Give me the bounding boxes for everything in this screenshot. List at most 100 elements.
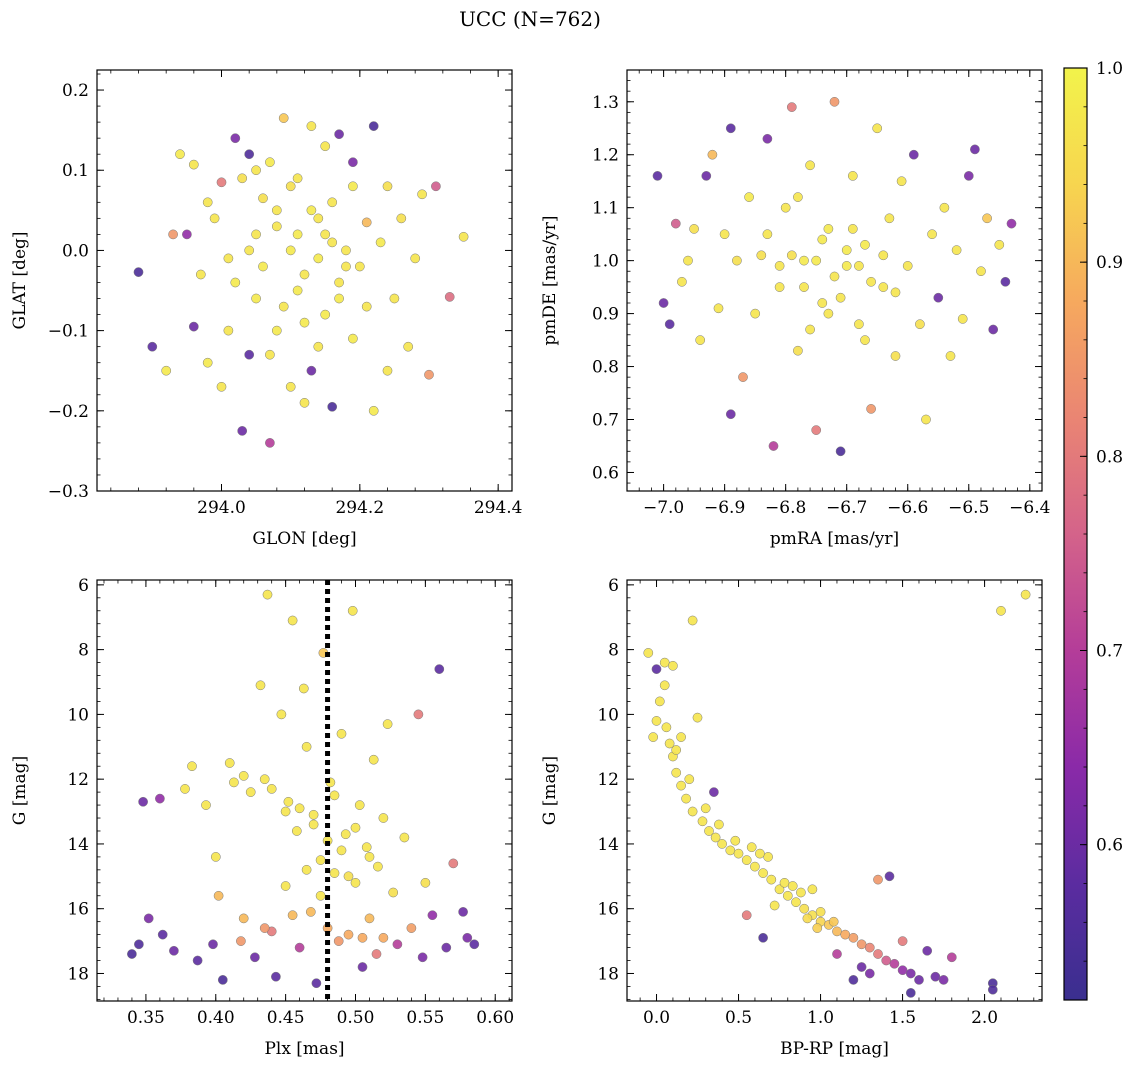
data-point	[799, 255, 809, 266]
data-point	[755, 848, 765, 859]
data-point	[313, 341, 324, 352]
data-point	[860, 239, 870, 250]
data-point	[681, 793, 691, 804]
data-point	[915, 319, 925, 330]
data-point	[922, 945, 933, 956]
data-point	[659, 680, 670, 691]
data-point	[294, 942, 305, 953]
data-point	[670, 218, 681, 229]
data-point	[357, 962, 368, 972]
data-point	[431, 181, 441, 192]
data-point	[762, 229, 773, 240]
scatter-points	[652, 96, 1017, 457]
data-point	[305, 907, 316, 917]
data-point	[741, 855, 752, 865]
data-point	[896, 176, 907, 187]
data-point	[805, 324, 815, 335]
data-point	[643, 648, 654, 658]
data-point	[823, 308, 834, 319]
data-point	[262, 589, 273, 600]
data-point	[676, 780, 686, 791]
data-point	[914, 975, 924, 985]
data-point	[315, 855, 326, 865]
y-tick-label: 0.9	[592, 305, 619, 325]
data-point	[187, 761, 197, 772]
data-point	[661, 722, 672, 733]
data-point	[651, 716, 662, 726]
data-point	[306, 205, 317, 216]
data-point	[730, 835, 741, 846]
colorbar-tick-label: 1.0	[1096, 59, 1123, 79]
data-point	[714, 819, 724, 830]
data-point	[138, 796, 148, 807]
data-point	[368, 754, 379, 765]
data-point	[292, 229, 303, 240]
data-point	[462, 932, 473, 943]
data-point	[654, 696, 665, 707]
data-point	[939, 202, 950, 213]
y-tick-label: 0.2	[62, 81, 89, 101]
data-point	[251, 293, 261, 304]
data-point	[392, 939, 403, 950]
data-point	[823, 224, 834, 234]
data-point	[406, 923, 417, 933]
data-point	[424, 369, 434, 380]
data-point	[758, 932, 768, 943]
data-point	[864, 942, 875, 953]
data-point	[285, 245, 296, 256]
y-tick-label: 0.6	[592, 463, 619, 483]
panel-bprp-g: 0.0 0.5 1.0 1.5 2.0 6 8 10 12 14 16 18 BP-RP [mag] G …	[540, 576, 1043, 1059]
data-point	[469, 939, 480, 950]
data-point	[832, 926, 842, 937]
data-point	[238, 771, 249, 781]
data-point	[168, 229, 178, 240]
data-point	[946, 952, 957, 963]
colorbar-tick-label: 0.9	[1096, 253, 1123, 273]
x-tick-label: 0.55	[406, 1008, 444, 1028]
data-point	[835, 446, 846, 457]
data-point	[847, 171, 858, 181]
data-point	[327, 401, 338, 412]
data-point	[780, 202, 791, 213]
data-point	[389, 293, 400, 304]
data-point	[756, 250, 767, 261]
data-point	[413, 709, 424, 720]
data-point	[201, 800, 211, 810]
data-point	[704, 826, 714, 836]
y-tick-label: 10	[67, 705, 89, 725]
data-point	[744, 192, 754, 202]
data-point	[299, 397, 310, 408]
data-point	[216, 177, 227, 188]
y-tick-label: 14	[597, 835, 619, 855]
data-point	[700, 803, 711, 814]
data-point	[308, 819, 319, 830]
data-point	[306, 121, 317, 131]
data-point	[725, 409, 736, 420]
data-point	[259, 923, 270, 933]
data-point	[348, 181, 358, 192]
data-point	[671, 767, 682, 778]
axes-frame	[96, 69, 513, 492]
colorbar-tick-label: 0.8	[1096, 447, 1123, 467]
data-point	[334, 129, 344, 140]
data-point	[216, 381, 227, 392]
data-point	[994, 239, 1005, 250]
data-point	[840, 929, 851, 940]
data-point	[732, 255, 742, 266]
y-tick-label: 8	[608, 641, 619, 661]
data-point	[951, 245, 962, 255]
data-point	[343, 871, 354, 882]
data-point	[664, 738, 675, 749]
data-point	[143, 913, 154, 924]
data-point	[265, 438, 275, 448]
data-point	[774, 884, 785, 895]
data-point	[970, 144, 980, 155]
colorbar-tick-label: 0.7	[1096, 642, 1123, 662]
data-point	[271, 221, 282, 232]
data-point	[848, 975, 859, 985]
data-point	[872, 123, 883, 134]
data-point	[285, 181, 296, 192]
data-point	[329, 868, 340, 878]
data-point	[860, 335, 870, 345]
data-point	[213, 890, 224, 901]
